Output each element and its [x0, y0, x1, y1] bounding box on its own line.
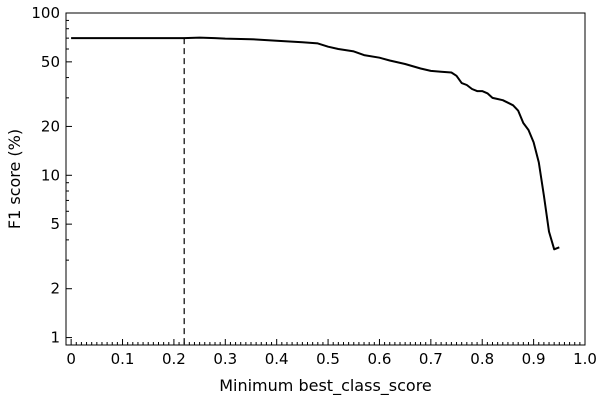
y-tick-label: 5 — [50, 215, 60, 233]
minor-ticks — [66, 19, 581, 345]
x-tick-label: 1.0 — [573, 350, 597, 368]
x-tick-label: 0.7 — [419, 350, 443, 368]
y-tick-label: 20 — [41, 117, 60, 135]
plot-content — [71, 36, 560, 345]
x-tick-label: 0.4 — [265, 350, 289, 368]
y-tick-label: 1 — [50, 329, 60, 347]
series-line — [71, 36, 560, 251]
y-tick-label: 2 — [50, 280, 60, 298]
y-tick-label: 50 — [41, 53, 60, 71]
plot-frame — [65, 12, 586, 346]
x-tick-label: 0.2 — [162, 350, 186, 368]
y-tick-label: 100 — [31, 4, 60, 22]
x-tick-label: 0.9 — [522, 350, 546, 368]
x-tick-label: 0.6 — [368, 350, 392, 368]
x-tick-label: 0.1 — [111, 350, 135, 368]
x-tick-label: 0 — [66, 350, 76, 368]
x-tick-label: 0.5 — [316, 350, 340, 368]
x-tick-label: 0.8 — [470, 350, 494, 368]
y-tick-label: 10 — [41, 166, 60, 184]
x-axis-label: Minimum best_class_score — [219, 376, 432, 396]
x-axis-ticks: 0 0.1 0.2 0.3 0.4 0.5 0.6 0.7 0.8 0.9 1.0 — [66, 339, 597, 368]
x-tick-label: 0.3 — [213, 350, 237, 368]
y-axis-label: F1 score (%) — [5, 129, 24, 229]
y-axis-ticks: 1 2 5 10 20 50 100 — [31, 4, 72, 347]
